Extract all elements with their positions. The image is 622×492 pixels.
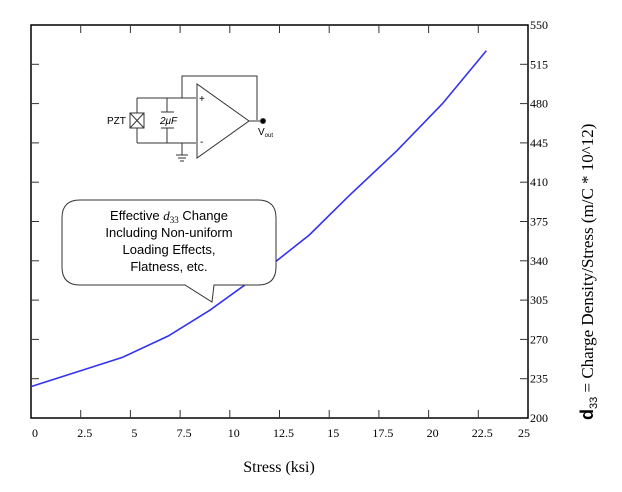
y-tick-label: 375 xyxy=(530,215,548,229)
callout-line-1: Effective d33 Change xyxy=(110,208,228,225)
x-tick-label: 2.5 xyxy=(77,426,92,440)
y-label-rest: = Charge Density/Stress (m/C * 10^12) xyxy=(578,124,597,397)
x-tick-label: 25 xyxy=(518,426,530,440)
pzt-label: PZT xyxy=(107,116,126,127)
y-label-d: d xyxy=(577,409,597,420)
x-axis-label: Stress (ksi) xyxy=(243,459,315,476)
x-tick-label: 17.5 xyxy=(372,426,393,440)
x-tick-label: 0 xyxy=(32,426,38,440)
x-axis-ticks: 0 2.5 5 7.5 10 12.5 15 17.5 20 22.5 25 xyxy=(32,25,530,440)
y-axis-label: d33 = Charge Density/Stress (m/C * 10^12… xyxy=(577,124,600,420)
capacitor-label: 2μF xyxy=(159,116,178,127)
callout-bubble: Effective d33 Change Including Non-unifo… xyxy=(61,199,277,303)
y-tick-label: 515 xyxy=(530,57,548,71)
minus-label: - xyxy=(200,137,203,148)
y-tick-label: 200 xyxy=(530,411,548,425)
y-tick-label: 550 xyxy=(530,18,548,32)
y-tick-label: 340 xyxy=(530,254,548,268)
x-tick-label: 7.5 xyxy=(177,426,192,440)
x-tick-label: 12.5 xyxy=(273,426,294,440)
plus-label: + xyxy=(199,94,205,105)
feedback-wire xyxy=(181,75,258,120)
pzt-element-icon xyxy=(129,112,145,129)
y-tick-label: 410 xyxy=(530,175,548,189)
y-axis-ticks: 200 235 270 305 340 375 410 445 480 515 550 xyxy=(31,18,548,425)
y-tick-label: 270 xyxy=(530,332,548,346)
y-tick-label: 305 xyxy=(530,293,548,307)
callout-shape xyxy=(61,199,277,303)
y-tick-label: 235 xyxy=(530,372,548,386)
circuit-diagram xyxy=(129,75,266,162)
callout-line-2: Including Non-uniform xyxy=(105,225,232,240)
op-amp-icon xyxy=(196,83,250,159)
output-node-icon xyxy=(260,118,266,124)
callout-line-4: Flatness, etc. xyxy=(130,259,207,274)
x-tick-label: 22.5 xyxy=(472,426,493,440)
callout-line-3: Loading Effects, xyxy=(123,242,216,257)
x-tick-label: 20 xyxy=(427,426,439,440)
vout-label: Vout xyxy=(258,127,273,139)
x-tick-label: 5 xyxy=(131,426,137,440)
y-label-sub: 33 xyxy=(588,397,600,409)
y-tick-label: 480 xyxy=(530,97,548,111)
x-tick-label: 15 xyxy=(327,426,339,440)
x-tick-label: 10 xyxy=(228,426,240,440)
y-tick-label: 445 xyxy=(530,136,548,150)
